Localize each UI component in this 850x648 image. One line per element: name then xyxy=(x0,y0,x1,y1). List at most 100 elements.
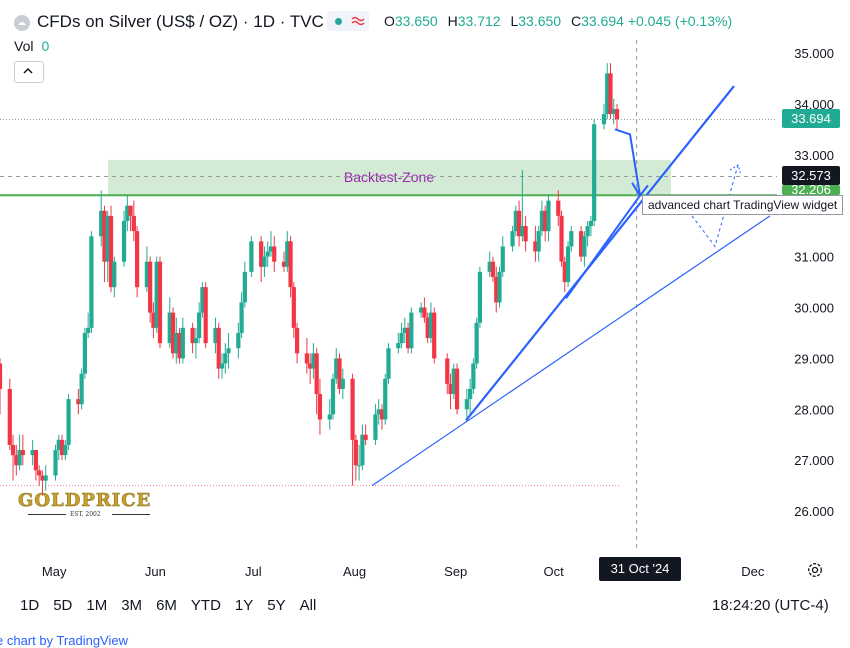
close-label: C xyxy=(570,13,582,29)
candle-body xyxy=(99,210,104,237)
candle-body xyxy=(223,353,228,364)
range-button-6m[interactable]: 6M xyxy=(156,597,177,614)
projection-dashed-path xyxy=(691,164,739,248)
candle-body xyxy=(543,210,548,232)
candle-body xyxy=(334,358,339,379)
attribution-link[interactable]: e chart by TradingView xyxy=(0,633,128,648)
candle-body xyxy=(272,246,277,262)
candle-body xyxy=(432,312,437,359)
candle-body xyxy=(308,363,313,369)
volume-legend: Vol 0 xyxy=(14,38,49,54)
candle-body xyxy=(66,399,71,445)
candle-body xyxy=(200,287,205,313)
candle-body xyxy=(360,434,365,466)
range-button-1d[interactable]: 1D xyxy=(20,597,40,614)
backtest-zone-label: Backtest-Zone xyxy=(344,169,434,185)
candle-body xyxy=(350,378,355,440)
backtest-top-tag: 32.573 xyxy=(782,166,840,185)
y-axis-tick-31.000: 31.000 xyxy=(794,250,834,265)
candle-body xyxy=(445,358,450,384)
candle-body xyxy=(167,312,172,344)
projection-arrowhead xyxy=(631,182,649,198)
candle-body xyxy=(174,332,179,354)
candle-body xyxy=(262,256,267,267)
candle-body xyxy=(86,327,91,333)
candle-body xyxy=(154,261,159,328)
range-button-5y[interactable]: 5Y xyxy=(267,597,286,614)
range-button-all[interactable]: All xyxy=(299,597,317,614)
x-axis-tick-aug: Aug xyxy=(343,564,366,579)
candle-body xyxy=(471,363,476,389)
candle-body xyxy=(487,261,492,272)
settings-gear-icon[interactable] xyxy=(806,561,824,579)
candle-body xyxy=(20,450,25,456)
range-button-5d[interactable]: 5D xyxy=(53,597,73,614)
high-label: H xyxy=(447,13,458,29)
candle-body xyxy=(226,348,231,354)
timezone-clock[interactable]: 18:24:20 (UTC-4) xyxy=(712,597,829,614)
candle-body xyxy=(82,332,87,374)
x-axis-tick-jul: Jul xyxy=(245,564,262,579)
candle-body xyxy=(448,383,453,395)
range-button-3m[interactable]: 3M xyxy=(121,597,143,614)
y-axis-tick-30.000: 30.000 xyxy=(794,301,834,316)
candle-body xyxy=(474,322,479,364)
candle-body xyxy=(203,287,208,344)
candle-body xyxy=(399,332,404,344)
candle-body xyxy=(148,261,153,313)
candle-body xyxy=(569,231,574,247)
candle-body xyxy=(249,241,254,272)
logo-rule-right xyxy=(112,514,150,515)
candle-body xyxy=(559,215,564,262)
market-open-dot-icon xyxy=(335,18,342,25)
backtest-bottom-tag: 32.206 xyxy=(782,185,840,195)
candle-body xyxy=(291,287,296,328)
candle-body xyxy=(268,246,274,252)
candle-body xyxy=(422,307,427,318)
symbol-title[interactable]: CFDs on Silver (US$ / OZ) · 1D · TVC xyxy=(37,12,324,31)
candle-body xyxy=(14,455,19,466)
candle-body xyxy=(259,241,264,267)
candle-body xyxy=(7,388,12,445)
candle-body xyxy=(33,450,39,471)
range-button-1y[interactable]: 1Y xyxy=(234,597,254,614)
candle-body xyxy=(304,353,309,364)
candle-body xyxy=(112,261,117,288)
candle-body xyxy=(190,327,195,344)
open-label: O xyxy=(384,13,395,29)
y-axis-tick-29.000: 29.000 xyxy=(794,351,834,366)
candle-body xyxy=(236,332,241,349)
collapse-legend-button[interactable] xyxy=(14,61,44,83)
chevron-up-icon xyxy=(23,67,33,74)
candle-body xyxy=(281,261,287,267)
market-status[interactable] xyxy=(327,11,369,31)
candle-body xyxy=(500,246,505,272)
logo-text: GOLDPRICE xyxy=(18,490,152,512)
candle-body xyxy=(536,231,541,252)
candle-body xyxy=(89,236,94,328)
candle-body xyxy=(170,312,176,354)
change-value: +0.045 (+0.13%) xyxy=(627,13,733,29)
candle-body xyxy=(340,378,345,389)
high-value: 33.712 xyxy=(457,13,501,29)
candle-body xyxy=(0,363,3,389)
range-button-ytd[interactable]: YTD xyxy=(190,597,221,614)
y-axis-tick-26.000: 26.000 xyxy=(794,504,834,519)
candle-body xyxy=(285,241,290,267)
candle-body xyxy=(425,317,430,339)
candle-body xyxy=(59,439,65,456)
range-button-1m[interactable]: 1M xyxy=(86,597,108,614)
candle-body xyxy=(611,108,616,115)
candle-body xyxy=(363,434,368,440)
candle-body xyxy=(131,215,136,232)
candle-body xyxy=(177,332,182,359)
date-range-bar: 1D 5D 1M 3M 6M YTD 1Y 5Y All xyxy=(20,597,330,614)
logo-rule-left xyxy=(28,514,66,515)
candle-body xyxy=(533,241,538,252)
candle-body xyxy=(128,205,133,216)
y-axis-tick-28.000: 28.000 xyxy=(794,402,834,417)
low-label: L xyxy=(510,13,519,29)
candle-body xyxy=(379,409,385,420)
